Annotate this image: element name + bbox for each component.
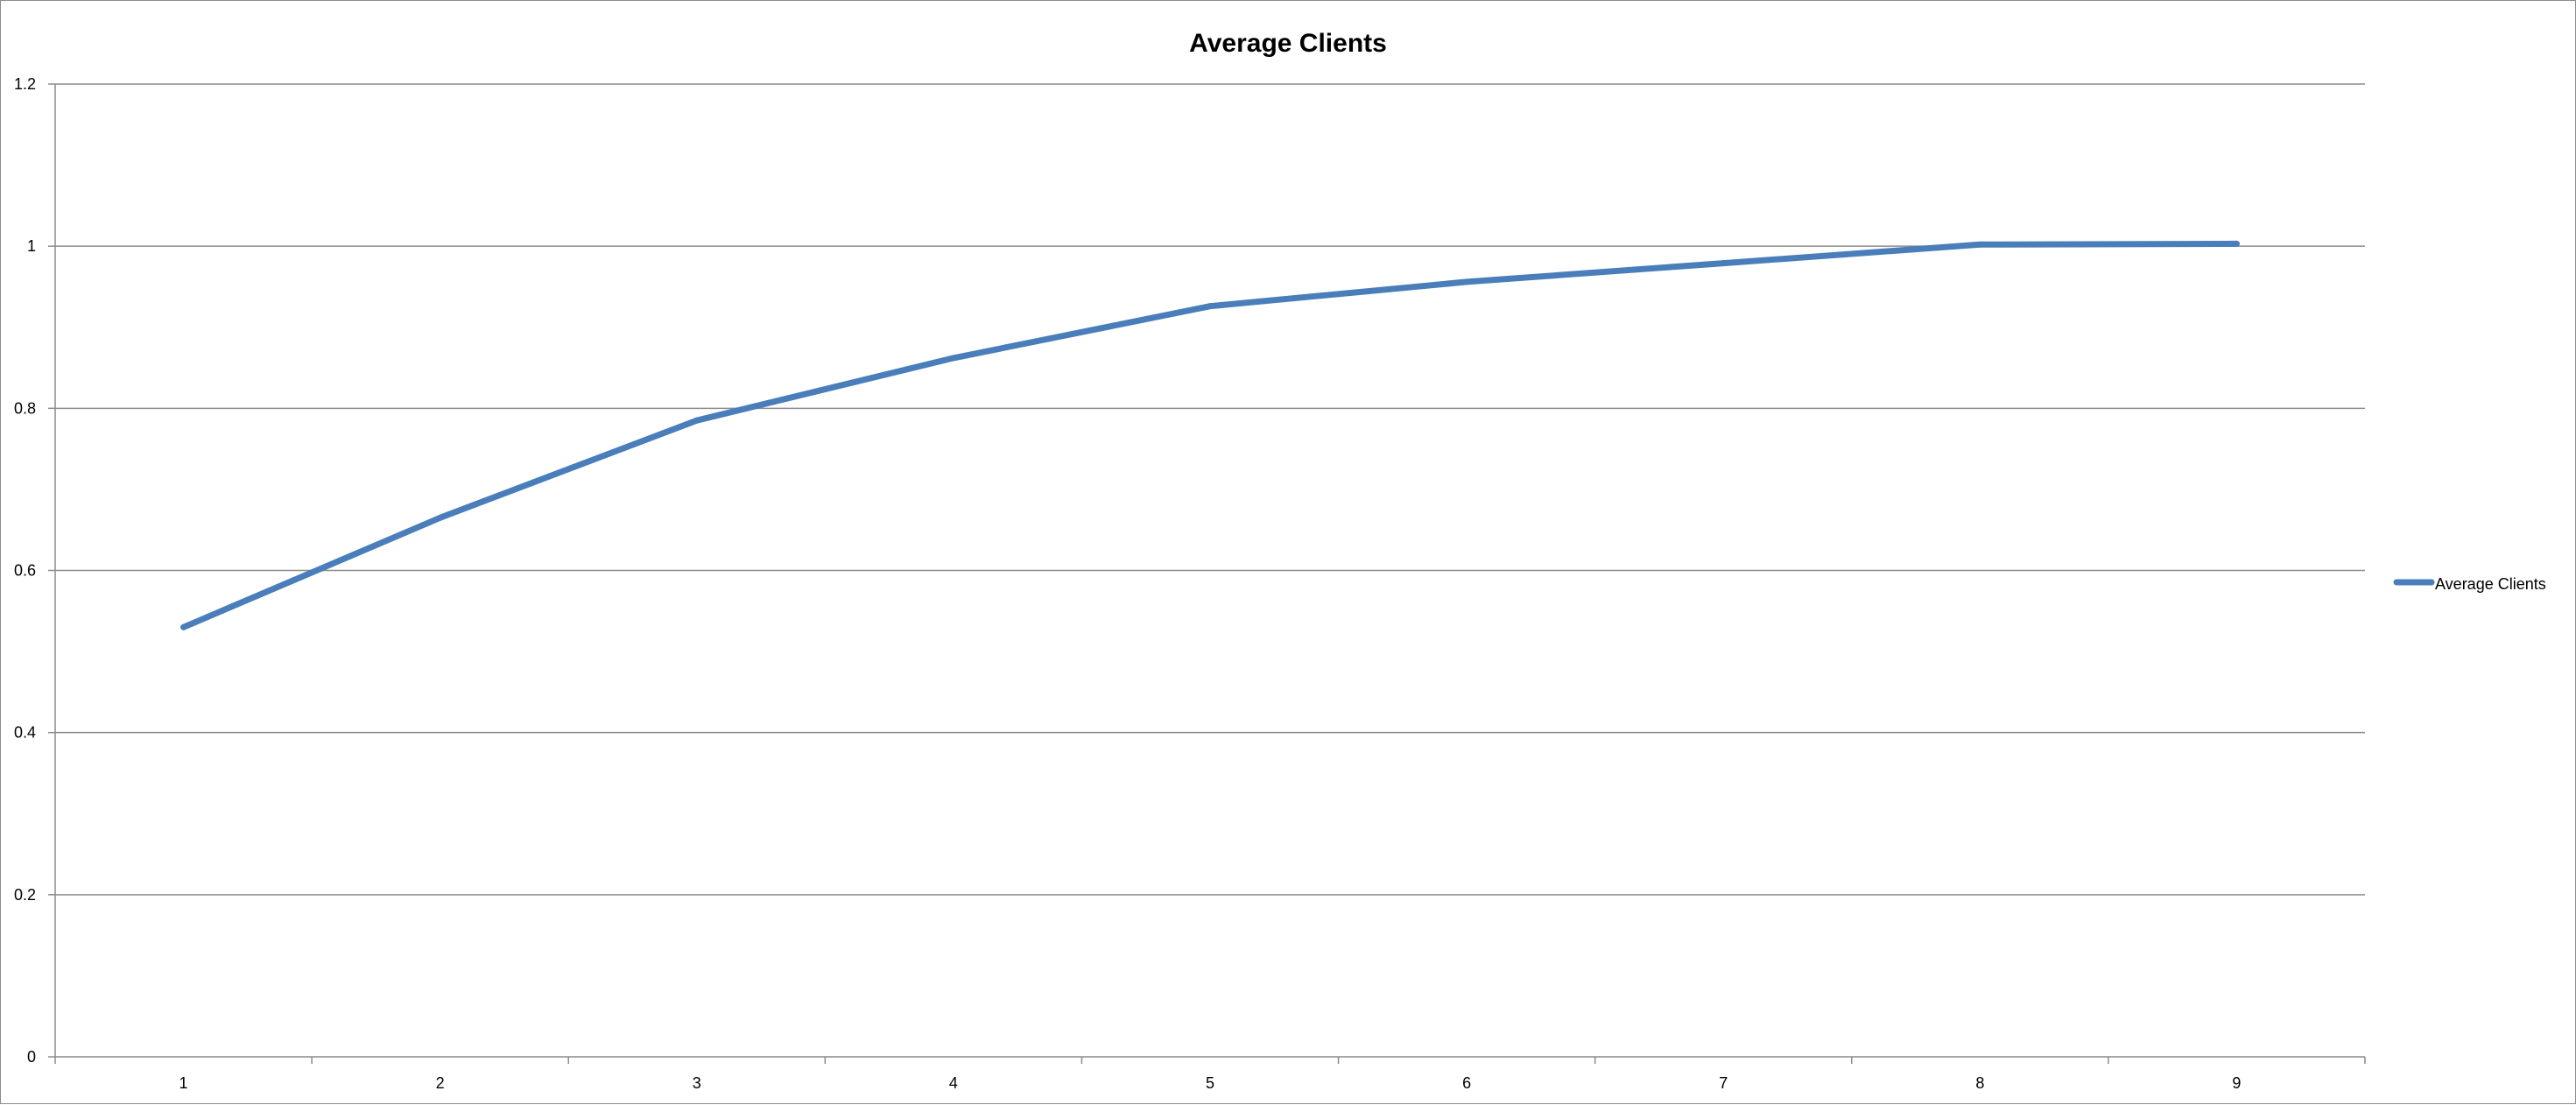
- data-point: [437, 514, 444, 521]
- y-tick-label: 0: [27, 1048, 36, 1066]
- y-axis-ticks: 0 0.2 0.4 0.6 0.8 1 1.2: [14, 75, 55, 1066]
- x-axis-ticks: 1 2 3 4 5 6 7 8 9: [54, 1057, 2366, 1092]
- data-point: [950, 355, 957, 362]
- x-tick-label: 5: [1206, 1074, 1214, 1092]
- y-tick-label: 0.6: [14, 562, 36, 580]
- data-point: [180, 623, 187, 630]
- x-tick-label: 8: [1975, 1074, 1984, 1092]
- x-tick-label: 3: [693, 1074, 701, 1092]
- x-tick-label: 4: [949, 1074, 958, 1092]
- y-tick-label: 0.2: [14, 886, 36, 904]
- x-tick-label: 1: [179, 1074, 188, 1092]
- x-tick-label: 9: [2232, 1074, 2241, 1092]
- x-tick-label: 2: [436, 1074, 445, 1092]
- y-tick-label: 1: [27, 237, 36, 255]
- data-point: [1976, 241, 1983, 248]
- series-group: [180, 240, 2240, 630]
- gridlines: [55, 83, 2365, 896]
- data-point: [1207, 303, 1214, 310]
- y-tick-label: 1.2: [14, 75, 36, 93]
- x-tick-label: 7: [1719, 1074, 1728, 1092]
- legend: Average Clients: [2393, 575, 2546, 593]
- data-point: [693, 417, 700, 424]
- data-point: [2233, 240, 2240, 247]
- chart-title: Average Clients: [1189, 29, 1387, 58]
- data-point: [1720, 260, 1727, 267]
- y-tick-label: 0.4: [14, 724, 36, 742]
- data-point: [1463, 278, 1470, 285]
- y-tick-label: 0.8: [14, 399, 36, 417]
- series-line: [180, 240, 2240, 630]
- legend-label: Average Clients: [2435, 575, 2546, 593]
- x-tick-label: 6: [1462, 1074, 1471, 1092]
